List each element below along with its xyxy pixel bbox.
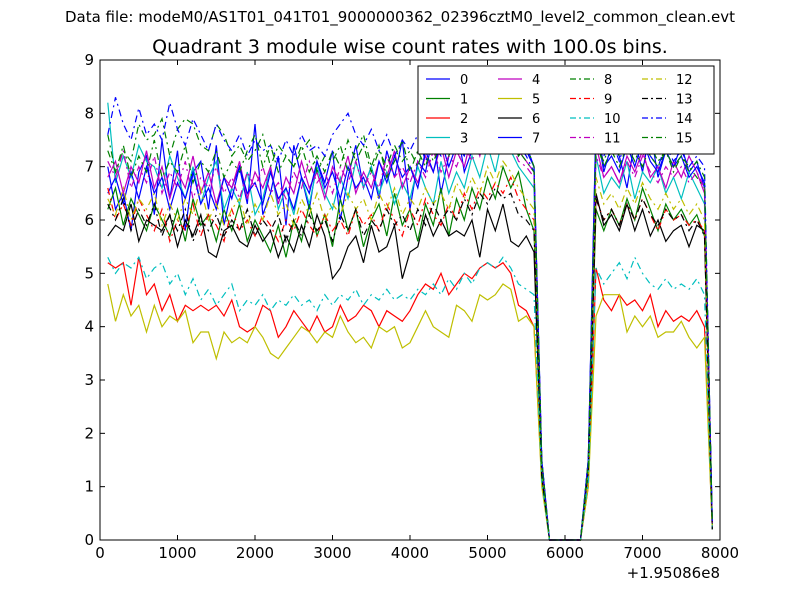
x-tick-label: 1000 bbox=[158, 544, 196, 562]
legend-label-0: 0 bbox=[460, 73, 468, 88]
y-tick-label: 9 bbox=[84, 51, 94, 69]
series-line-5 bbox=[107, 283, 713, 541]
legend-label-3: 3 bbox=[460, 132, 468, 147]
legend-label-2: 2 bbox=[460, 112, 468, 127]
series-line-10 bbox=[107, 255, 713, 541]
series-line-15 bbox=[107, 117, 713, 541]
legend-label-8: 8 bbox=[604, 73, 612, 88]
data-file-caption: Data file: modeM0/AS1T01_041T01_90000003… bbox=[64, 8, 736, 26]
y-tick-label: 0 bbox=[84, 531, 94, 549]
x-tick-label: 7000 bbox=[623, 544, 661, 562]
legend-label-9: 9 bbox=[604, 93, 612, 108]
y-tick-label: 2 bbox=[84, 424, 94, 442]
legend-label-7: 7 bbox=[532, 132, 540, 147]
x-tick-label: 5000 bbox=[468, 544, 506, 562]
legend-label-15: 15 bbox=[676, 132, 693, 147]
x-tick-label: 3000 bbox=[313, 544, 351, 562]
legend-label-5: 5 bbox=[532, 93, 540, 108]
y-tick-label: 7 bbox=[84, 158, 94, 176]
series-line-4 bbox=[107, 121, 713, 541]
legend-label-12: 12 bbox=[676, 73, 693, 88]
y-tick-label: 4 bbox=[84, 318, 94, 336]
legend-label-11: 11 bbox=[604, 132, 621, 147]
x-tick-label: 8000 bbox=[701, 544, 739, 562]
series-line-6 bbox=[107, 193, 713, 541]
series-line-12 bbox=[107, 160, 713, 541]
x-tick-label: 4000 bbox=[391, 544, 429, 562]
legend-label-4: 4 bbox=[532, 73, 540, 88]
legend-label-6: 6 bbox=[532, 112, 540, 127]
series-line-7 bbox=[107, 95, 713, 541]
legend-label-10: 10 bbox=[604, 112, 621, 127]
legend-box bbox=[417, 65, 715, 155]
legend-label-13: 13 bbox=[676, 93, 693, 108]
x-tick-label: 6000 bbox=[546, 544, 584, 562]
x-offset-label: +1.95086e8 bbox=[627, 564, 720, 582]
y-tick-label: 1 bbox=[84, 478, 94, 496]
x-tick-label: 0 bbox=[95, 544, 105, 562]
x-tick-label: 2000 bbox=[236, 544, 274, 562]
axes-layer: 0 1000 2000 3000 4000 5000 6000 7000 80000123456… bbox=[84, 51, 739, 562]
y-tick-label: 5 bbox=[84, 264, 94, 282]
legend-label-1: 1 bbox=[460, 93, 468, 108]
series-layer bbox=[107, 95, 713, 541]
series-line-13 bbox=[107, 186, 713, 541]
series-line-3 bbox=[107, 102, 713, 541]
chart-title: Quadrant 3 module wise count rates with … bbox=[152, 36, 668, 58]
y-tick-label: 8 bbox=[84, 104, 94, 122]
y-tick-label: 3 bbox=[84, 371, 94, 389]
y-tick-label: 6 bbox=[84, 211, 94, 229]
series-line-9 bbox=[107, 175, 713, 541]
legend-label-14: 14 bbox=[676, 112, 693, 127]
series-line-2 bbox=[107, 257, 713, 541]
